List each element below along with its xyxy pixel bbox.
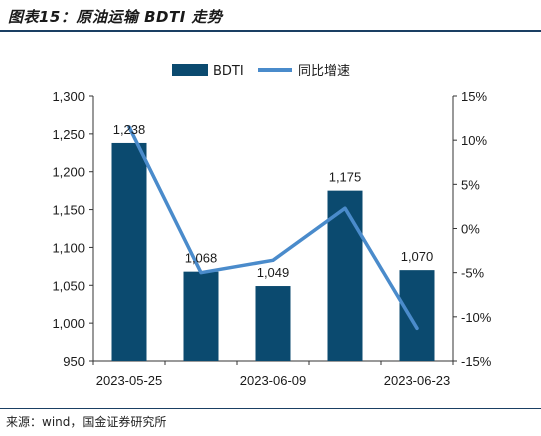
y-left-tick-label: 1,300 xyxy=(52,89,85,104)
data-label-bdti: 1,049 xyxy=(257,265,290,280)
y-right-tick-label: 15% xyxy=(461,89,487,104)
bar-bdti xyxy=(399,270,435,361)
footer-divider xyxy=(0,408,541,409)
data-label-bdti: 1,238 xyxy=(113,122,146,137)
bar-bdti xyxy=(327,190,363,361)
data-label-bdti: 1,175 xyxy=(329,170,362,185)
y-right-tick-label: 0% xyxy=(461,222,480,237)
y-right-tick-label: 5% xyxy=(461,177,480,192)
legend-label-yoy: 同比增速 xyxy=(298,64,350,79)
y-left-tick-label: 1,100 xyxy=(52,240,85,255)
legend-label-bdti: BDTI xyxy=(213,64,244,79)
y-right-tick-label: -15% xyxy=(461,354,492,369)
y-left-tick-label: 1,150 xyxy=(52,203,85,218)
x-tick-label: 2023-05-25 xyxy=(96,373,163,388)
data-label-bdti: 1,068 xyxy=(185,251,218,266)
y-right-tick-label: -5% xyxy=(461,266,485,281)
chart-legend: BDTI 同比增速 xyxy=(172,64,350,79)
x-tick-label: 2023-06-23 xyxy=(384,373,451,388)
bar-bdti xyxy=(255,286,291,361)
title-divider xyxy=(0,30,541,32)
y-left-tick-label: 1,050 xyxy=(52,278,85,293)
y-right-tick-label: 10% xyxy=(461,133,487,148)
y-right-tick-label: -10% xyxy=(461,310,492,325)
y-left-tick-label: 1,000 xyxy=(52,316,85,331)
x-tick-label: 2023-06-09 xyxy=(240,373,307,388)
legend-swatch-bdti xyxy=(172,64,208,76)
y-left-tick-label: 1,200 xyxy=(52,165,85,180)
y-left-tick-label: 950 xyxy=(63,354,85,369)
bar-bdti xyxy=(111,142,147,361)
source-note: 来源：wind，国金证券研究所 xyxy=(6,415,167,429)
y-left-tick-label: 1,250 xyxy=(52,127,85,142)
chart-title: 图表15：原油运输 BDTI 走势 xyxy=(8,8,223,26)
bar-bdti xyxy=(183,271,219,361)
data-label-bdti: 1,070 xyxy=(401,249,434,264)
